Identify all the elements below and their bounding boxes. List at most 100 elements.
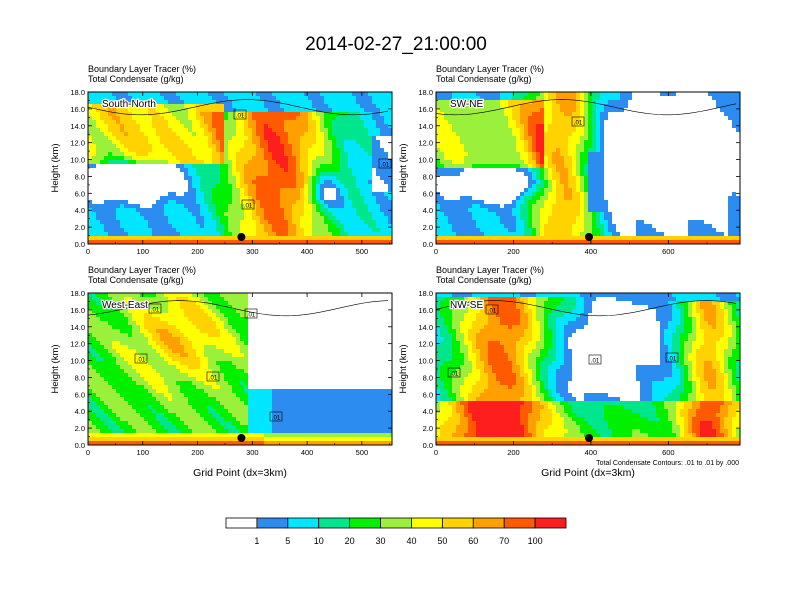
field-cell (276, 228, 280, 232)
field-cell (140, 116, 144, 120)
field-cell (116, 104, 120, 108)
field-cell (368, 220, 372, 224)
field-cell (388, 228, 392, 232)
field-cell (204, 140, 208, 144)
field-cell (364, 128, 368, 132)
field-cell (292, 112, 296, 116)
field-cell (128, 405, 132, 409)
field-cell (96, 116, 100, 120)
field-cell (492, 104, 496, 108)
field-cell (464, 132, 468, 136)
field-cell (492, 216, 496, 220)
field-cell (132, 136, 136, 140)
field-cell (604, 112, 608, 116)
field-cell (236, 104, 240, 108)
field-cell (384, 124, 388, 128)
field-cell (560, 128, 564, 132)
field-cell (564, 200, 568, 204)
field-cell (240, 176, 244, 180)
field-cell (368, 100, 372, 104)
field-cell (296, 164, 300, 168)
field-cell (444, 240, 448, 244)
field-cell (596, 208, 600, 212)
field-cell (624, 240, 628, 244)
field-cell (452, 200, 456, 204)
field-cell (288, 140, 292, 144)
field-cell (292, 144, 296, 148)
field-cell (96, 413, 100, 417)
field-cell (204, 104, 208, 108)
field-cell (516, 104, 520, 108)
field-cell (136, 405, 140, 409)
field-cell (112, 236, 116, 240)
field-cell (452, 220, 456, 224)
field-cell (244, 96, 248, 100)
field-cell (192, 120, 196, 124)
field-cell (560, 184, 564, 188)
field-cell (120, 152, 124, 156)
field-cell (588, 128, 592, 132)
field-cell (480, 224, 484, 228)
field-cell (472, 104, 476, 108)
field-cell (132, 293, 136, 297)
field-cell (556, 180, 560, 184)
field-cell (124, 441, 128, 445)
field-cell (260, 172, 264, 176)
field-cell (548, 196, 552, 200)
field-cell (564, 220, 568, 224)
field-cell (596, 204, 600, 208)
field-cell (116, 124, 120, 128)
field-cell (552, 160, 556, 164)
field-cell (100, 124, 104, 128)
field-cell (436, 108, 440, 112)
field-cell (364, 104, 368, 108)
field-cell (548, 92, 552, 96)
field-cell (184, 196, 188, 200)
field-cell (128, 208, 132, 212)
field-cell (584, 180, 588, 184)
field-cell (96, 341, 100, 345)
field-cell (484, 140, 488, 144)
field-cell (304, 192, 308, 196)
field-cell (720, 100, 724, 104)
field-cell (120, 305, 124, 309)
field-cell (364, 224, 368, 228)
field-cell (212, 140, 216, 144)
field-cell (460, 212, 464, 216)
field-cell (356, 208, 360, 212)
field-cell (388, 192, 392, 196)
field-cell (156, 160, 160, 164)
field-cell (328, 124, 332, 128)
field-cell (368, 224, 372, 228)
field-cell (732, 92, 736, 96)
field-cell (200, 156, 204, 160)
field-cell (256, 224, 260, 228)
field-cell (192, 108, 196, 112)
field-cell (108, 345, 112, 349)
field-cell (296, 240, 300, 244)
field-cell (556, 176, 560, 180)
field-cell (528, 148, 532, 152)
field-cell (272, 108, 276, 112)
field-cell (716, 96, 720, 100)
field-cell (200, 160, 204, 164)
field-cell (300, 172, 304, 176)
field-cell (252, 168, 256, 172)
field-cell (516, 136, 520, 140)
field-cell (180, 160, 184, 164)
field-cell (156, 240, 160, 244)
field-cell (264, 232, 268, 236)
field-cell (544, 156, 548, 160)
field-cell (240, 136, 244, 140)
field-cell (248, 232, 252, 236)
field-cell (168, 192, 172, 196)
field-cell (356, 236, 360, 240)
field-cell (116, 389, 120, 393)
field-cell (524, 156, 528, 160)
field-cell (304, 184, 308, 188)
field-cell (368, 120, 372, 124)
field-cell (516, 220, 520, 224)
field-cell (556, 156, 560, 160)
field-cell (88, 152, 92, 156)
field-cell (536, 220, 540, 224)
